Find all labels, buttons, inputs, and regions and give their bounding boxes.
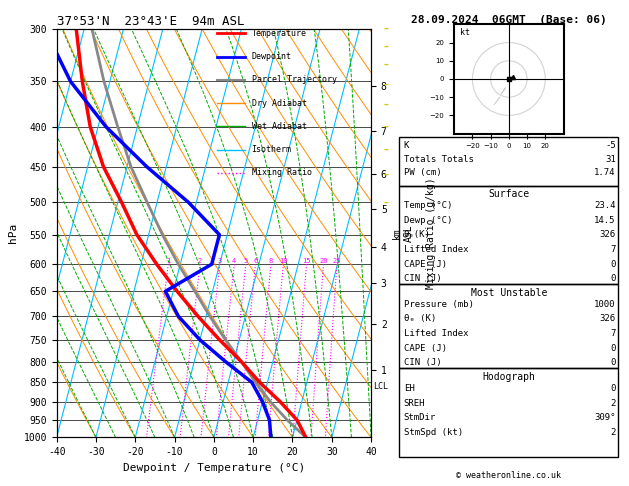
Text: Most Unstable: Most Unstable xyxy=(470,288,547,298)
Y-axis label: km
ASL: km ASL xyxy=(392,225,414,242)
Text: –: – xyxy=(384,24,389,34)
Text: Parcel Trajectory: Parcel Trajectory xyxy=(252,75,337,84)
Text: LCL: LCL xyxy=(373,382,388,391)
Text: –: – xyxy=(384,41,389,52)
Text: SREH: SREH xyxy=(404,399,425,408)
Text: θₑ(K): θₑ(K) xyxy=(404,230,431,240)
Text: 2: 2 xyxy=(610,428,616,437)
Text: Surface: Surface xyxy=(488,189,530,199)
Text: –: – xyxy=(384,79,389,89)
Text: Pressure (mb): Pressure (mb) xyxy=(404,300,474,309)
Text: 14.5: 14.5 xyxy=(594,216,616,225)
Text: 20: 20 xyxy=(320,258,328,264)
Text: 8: 8 xyxy=(269,258,273,264)
Text: 1000: 1000 xyxy=(594,300,616,309)
Text: –: – xyxy=(384,60,389,70)
Text: StmSpd (kt): StmSpd (kt) xyxy=(404,428,463,437)
Text: Wet Adiabat: Wet Adiabat xyxy=(252,122,306,131)
Text: Mixing Ratio: Mixing Ratio xyxy=(252,168,311,177)
Text: 1: 1 xyxy=(166,258,170,264)
Text: Dewpoint: Dewpoint xyxy=(252,52,292,61)
Text: kt: kt xyxy=(460,28,470,37)
Text: 25: 25 xyxy=(333,258,342,264)
Text: © weatheronline.co.uk: © weatheronline.co.uk xyxy=(457,471,561,480)
Text: Dry Adiabat: Dry Adiabat xyxy=(252,99,306,107)
Text: CAPE (J): CAPE (J) xyxy=(404,260,447,269)
Y-axis label: hPa: hPa xyxy=(8,223,18,243)
Text: 309°: 309° xyxy=(594,413,616,422)
Text: 326: 326 xyxy=(599,230,616,240)
Text: 326: 326 xyxy=(599,314,616,324)
Text: 0: 0 xyxy=(610,384,616,393)
Text: K: K xyxy=(404,141,409,150)
Text: Isotherm: Isotherm xyxy=(252,145,292,154)
Text: -5: -5 xyxy=(605,141,616,150)
Text: –: – xyxy=(384,122,389,132)
Text: –: – xyxy=(384,100,389,110)
Text: 2: 2 xyxy=(610,399,616,408)
Text: 2: 2 xyxy=(198,258,203,264)
Text: 7: 7 xyxy=(610,329,616,338)
Text: 0: 0 xyxy=(610,274,616,283)
Text: CIN (J): CIN (J) xyxy=(404,274,442,283)
Text: StmDir: StmDir xyxy=(404,413,436,422)
Text: Temperature: Temperature xyxy=(252,29,306,38)
Text: 4: 4 xyxy=(232,258,237,264)
Text: –: – xyxy=(384,170,389,180)
Text: Hodograph: Hodograph xyxy=(482,372,535,382)
Text: –: – xyxy=(384,197,389,208)
Text: –: – xyxy=(384,145,389,155)
Text: 1.74: 1.74 xyxy=(594,169,616,177)
Text: Temp (°C): Temp (°C) xyxy=(404,201,452,210)
Text: θₑ (K): θₑ (K) xyxy=(404,314,436,324)
Text: EH: EH xyxy=(404,384,415,393)
X-axis label: Dewpoint / Temperature (°C): Dewpoint / Temperature (°C) xyxy=(123,463,305,473)
Text: 31: 31 xyxy=(605,155,616,164)
Text: 7: 7 xyxy=(610,245,616,254)
Text: 0: 0 xyxy=(610,260,616,269)
Text: Dewp (°C): Dewp (°C) xyxy=(404,216,452,225)
Text: Lifted Index: Lifted Index xyxy=(404,329,469,338)
Text: 28.09.2024  06GMT  (Base: 06): 28.09.2024 06GMT (Base: 06) xyxy=(411,15,607,25)
Text: Mixing Ratio (g/kg): Mixing Ratio (g/kg) xyxy=(426,177,436,289)
Text: 3: 3 xyxy=(218,258,222,264)
Text: 0: 0 xyxy=(610,344,616,353)
Text: 37°53'N  23°43'E  94m ASL: 37°53'N 23°43'E 94m ASL xyxy=(57,15,244,28)
Text: 6: 6 xyxy=(253,258,257,264)
Text: 5: 5 xyxy=(243,258,248,264)
Text: 15: 15 xyxy=(303,258,311,264)
Text: CAPE (J): CAPE (J) xyxy=(404,344,447,353)
Text: Lifted Index: Lifted Index xyxy=(404,245,469,254)
Text: PW (cm): PW (cm) xyxy=(404,169,442,177)
Text: Totals Totals: Totals Totals xyxy=(404,155,474,164)
Text: 10: 10 xyxy=(279,258,287,264)
Text: 23.4: 23.4 xyxy=(594,201,616,210)
Text: 0: 0 xyxy=(610,358,616,367)
Text: CIN (J): CIN (J) xyxy=(404,358,442,367)
